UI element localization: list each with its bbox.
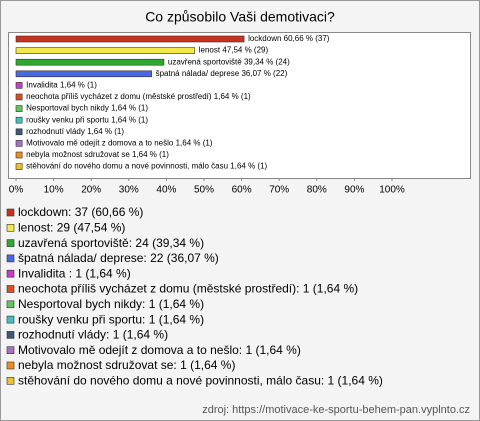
value-label: Motivovalo mě odejít z domova a to nešlo… bbox=[26, 139, 213, 148]
x-tick-label: 0% bbox=[9, 185, 24, 196]
legend-label: nebyla možnost sdružovat se: 1 (1,64 %) bbox=[18, 358, 235, 372]
x-tick-label: 100% bbox=[379, 185, 405, 196]
x-tick-label: 90% bbox=[344, 185, 364, 196]
value-label: Invalidita 1,64 % (1) bbox=[26, 81, 97, 90]
legend-swatch bbox=[6, 208, 15, 217]
value-label: lockdown 60,66 % (37) bbox=[248, 34, 330, 43]
chart-title: Co způsobilo Vaši demotivaci? bbox=[145, 9, 335, 25]
bar bbox=[15, 35, 245, 43]
value-label: neochota příliš vycházet z domu (městské… bbox=[26, 92, 251, 101]
legend-label: stěhování do nového domu a nové povinnos… bbox=[18, 373, 383, 387]
bar bbox=[15, 70, 152, 78]
x-tick-label: 70% bbox=[269, 185, 289, 196]
legend-swatch bbox=[6, 346, 15, 355]
legend-label: Invalidita : 1 (1,64 %) bbox=[18, 266, 131, 280]
x-tick-label: 40% bbox=[156, 185, 176, 196]
legend-swatch bbox=[6, 331, 15, 339]
legend-label: rozhodnutí vlády: 1 (1,64 %) bbox=[18, 328, 168, 342]
legend-swatch bbox=[6, 285, 15, 293]
bar bbox=[15, 93, 23, 101]
legend-swatch bbox=[6, 315, 15, 324]
value-label: rozhodnutí vlády 1,64 % (1) bbox=[26, 127, 124, 136]
legend-label: lockdown: 37 (60,66 %) bbox=[18, 205, 143, 219]
legend-swatch bbox=[6, 224, 15, 232]
legend-swatch bbox=[6, 239, 15, 247]
bar bbox=[15, 82, 23, 89]
legend-label: špatná nálada/ deprese: 22 (36,07 %) bbox=[18, 251, 219, 265]
x-tick-label: 80% bbox=[307, 185, 327, 196]
x-tick-label: 10% bbox=[44, 185, 64, 196]
bar bbox=[15, 140, 23, 147]
value-label: nebyla možnost sdružovat se 1,64 % (1) bbox=[26, 150, 169, 159]
x-tick-label: 60% bbox=[232, 185, 252, 196]
source: zdroj: https://motivace-ke-sportu-behem-… bbox=[202, 404, 470, 416]
bar bbox=[15, 47, 196, 54]
legend-swatch bbox=[6, 300, 15, 309]
value-label: roušky venku při sportu 1,64 % (1) bbox=[26, 115, 148, 124]
bar bbox=[15, 151, 23, 159]
legend-swatch bbox=[6, 254, 15, 263]
value-label: uzavřená sportoviště 39,34 % (24) bbox=[168, 57, 290, 66]
x-tick-label: 30% bbox=[119, 185, 139, 196]
bar bbox=[15, 105, 23, 112]
legend-swatch bbox=[6, 376, 15, 385]
value-label: Nesportoval bych nikdy 1,64 % (1) bbox=[26, 104, 148, 113]
plot-area bbox=[8, 32, 471, 179]
bar bbox=[15, 128, 23, 136]
legend-label: Nesportoval bych nikdy: 1 (1,64 %) bbox=[18, 297, 204, 311]
bar bbox=[15, 116, 23, 124]
legend-label: lenost: 29 (47,54 %) bbox=[18, 220, 125, 234]
bar bbox=[15, 163, 23, 170]
legend-swatch bbox=[6, 269, 15, 278]
bar bbox=[15, 58, 165, 66]
legend-label: roušky venku při sportu: 1 (1,64 %) bbox=[18, 312, 204, 326]
legend-label: uzavřená sportoviště: 24 (39,34 %) bbox=[18, 236, 204, 250]
legend-swatch bbox=[6, 361, 15, 370]
value-label: lenost 47,54 % (29) bbox=[199, 46, 269, 55]
legend-label: neochota příliš vycházet z domu (městské… bbox=[18, 282, 358, 296]
legend-label: Motivovalo mě odejít z domova a to nešlo… bbox=[18, 343, 301, 357]
value-label: stěhování do nového domu a nové povinnos… bbox=[26, 162, 267, 171]
x-tick-label: 20% bbox=[81, 185, 101, 196]
value-label: špatná nálada/ deprese 36,07 % (22) bbox=[156, 69, 288, 78]
x-tick-label: 50% bbox=[194, 185, 214, 196]
